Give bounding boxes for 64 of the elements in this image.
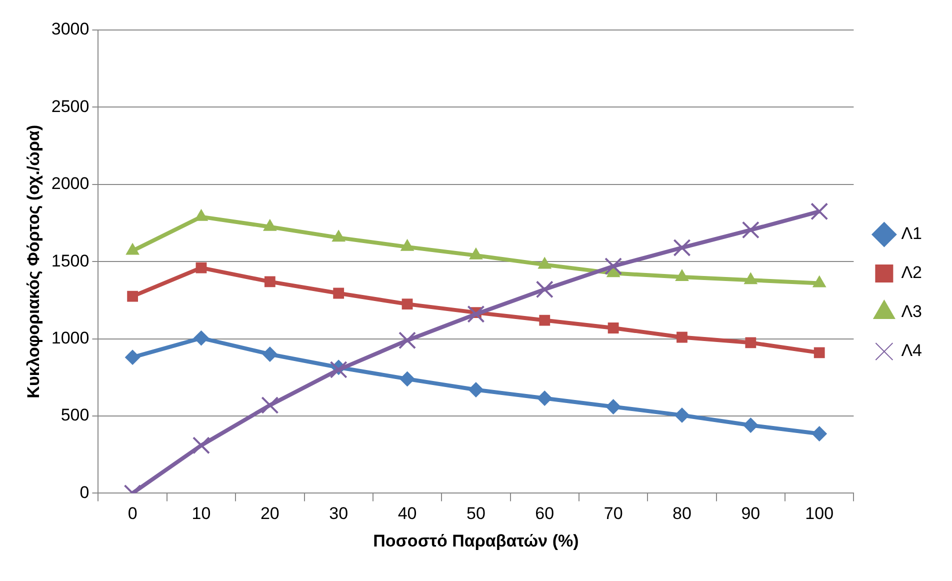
- point: [537, 390, 552, 406]
- point: [264, 276, 276, 288]
- point: [261, 396, 279, 414]
- point: [402, 298, 413, 310]
- point: [604, 257, 622, 276]
- y-tick-label: 1000: [51, 328, 90, 348]
- point: [743, 418, 758, 433]
- x-tick-label: 60: [535, 504, 554, 524]
- x-tick-label: 10: [192, 504, 211, 524]
- point: [126, 243, 140, 255]
- point: [810, 202, 828, 220]
- point: [262, 346, 278, 362]
- legend-label: Λ1: [901, 224, 922, 244]
- y-tick-label: 500: [60, 406, 90, 425]
- y-tick-label: 2000: [51, 174, 90, 194]
- point: [263, 219, 276, 231]
- point: [812, 276, 826, 288]
- point: [608, 322, 619, 334]
- x-tick-label: 30: [329, 504, 348, 524]
- point: [676, 332, 688, 343]
- y-tick-label: 2500: [51, 96, 90, 116]
- point: [673, 238, 691, 256]
- x-tick-label: 90: [741, 504, 760, 524]
- y-tick-label: 3000: [51, 20, 90, 39]
- y-axis-title: Κυκλοφοριακός Φόρτος (οχ./ώρα): [24, 124, 43, 398]
- point: [194, 209, 208, 221]
- point: [469, 248, 483, 260]
- point: [745, 337, 756, 348]
- x-axis-title: Ποσοστό Παραβατών (%): [373, 531, 579, 550]
- point: [539, 314, 550, 326]
- point: [467, 305, 485, 323]
- point: [814, 347, 825, 358]
- point: [400, 239, 414, 251]
- x-tick-label: 20: [260, 504, 280, 524]
- point: [536, 280, 554, 298]
- x-tick-label: 70: [604, 504, 623, 524]
- point: [330, 360, 348, 378]
- y-tick-label: 1500: [51, 251, 90, 270]
- x-tick-label: 80: [672, 504, 692, 524]
- x-tick-label: 100: [805, 504, 834, 524]
- legend-label: Λ4: [901, 341, 922, 360]
- legend-label: Λ3: [901, 302, 922, 322]
- point: [398, 332, 416, 350]
- point: [125, 350, 140, 365]
- point: [196, 262, 207, 274]
- point: [127, 290, 138, 302]
- point: [468, 382, 484, 398]
- point: [812, 426, 827, 442]
- x-tick-label: 50: [466, 504, 486, 524]
- x-tick-label: 40: [398, 504, 417, 524]
- point: [333, 288, 344, 299]
- point: [538, 257, 552, 269]
- legend-label: Λ2: [901, 263, 922, 282]
- point: [744, 272, 758, 284]
- point: [192, 436, 210, 454]
- point: [332, 230, 346, 242]
- point: [194, 330, 209, 346]
- point: [675, 270, 689, 282]
- x-tick-label: 0: [128, 504, 138, 524]
- point: [400, 371, 415, 386]
- point: [742, 221, 760, 239]
- y-tick-label: 0: [80, 482, 90, 502]
- point: [674, 408, 690, 423]
- point: [606, 399, 621, 414]
